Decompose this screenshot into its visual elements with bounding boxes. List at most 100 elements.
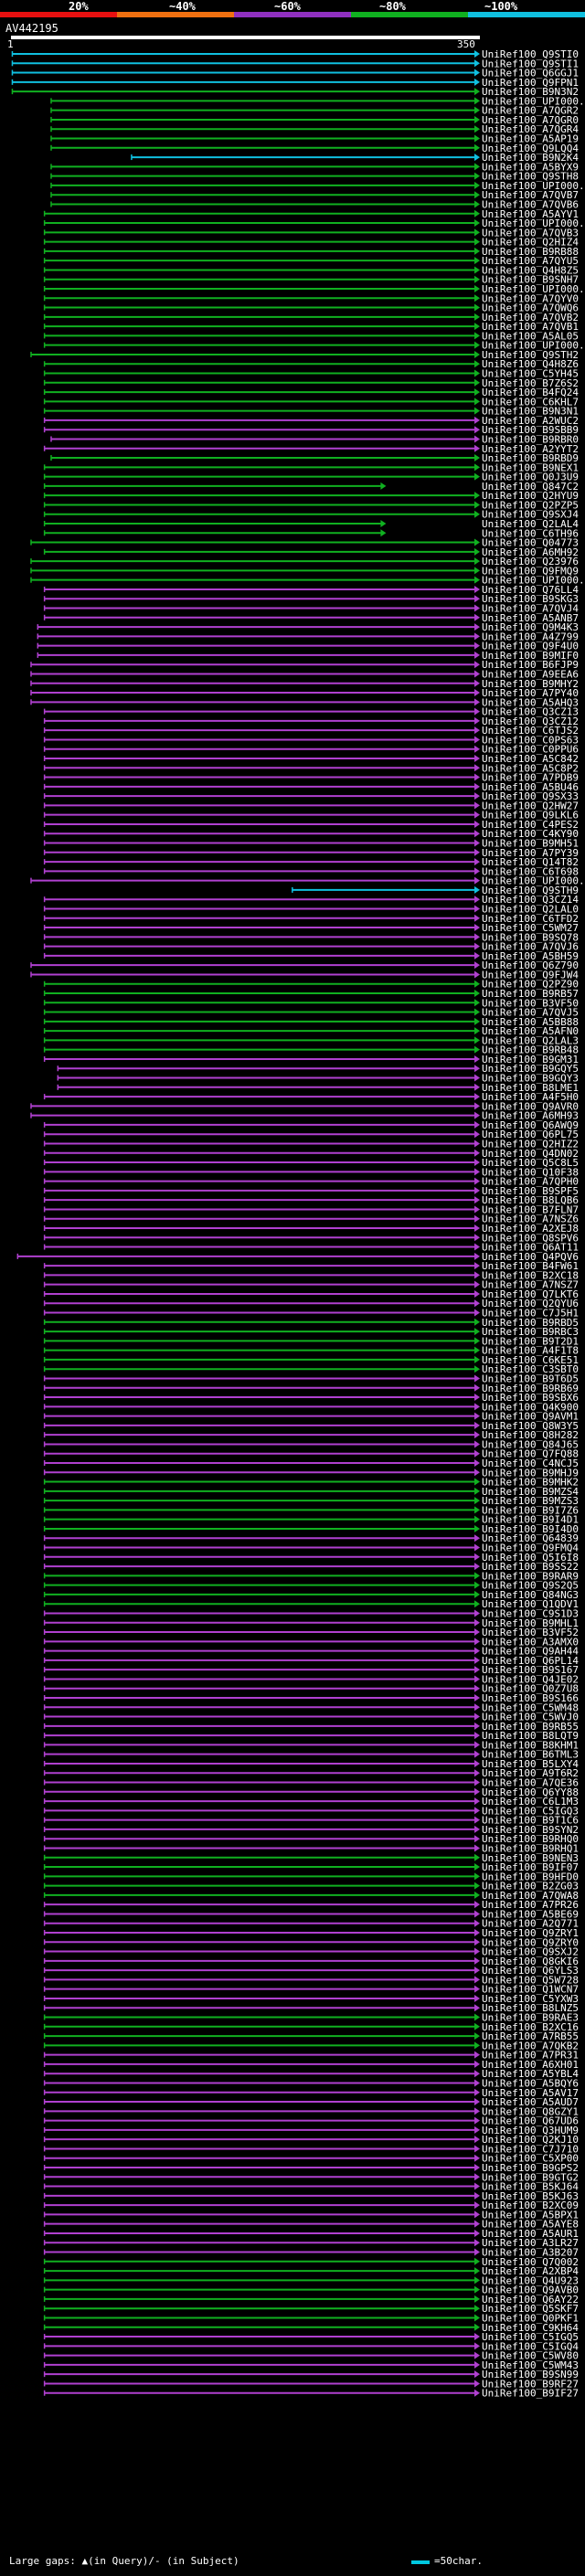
hit-label: UniRef100_Q6Z790 (482, 959, 579, 971)
hit-row: UniRef100_Q9AVM1 (43, 1411, 579, 1423)
hit-row: UniRef100_Q84NG3 (43, 1589, 579, 1601)
hit-end-arrow (474, 604, 480, 612)
hit-row: UniRef100_C9S1D3 (43, 1607, 579, 1619)
hit-label: UniRef100_C6TH96 (482, 527, 579, 539)
hit-row: UniRef100_B9N3N2 (11, 86, 579, 98)
hit-row: UniRef100_Q8GZY1 (43, 2105, 579, 2117)
hit-row: UniRef100_Q9FMQ4 (43, 1542, 579, 1554)
hit-end-arrow (474, 2239, 480, 2247)
hit-end-arrow (474, 2285, 480, 2294)
hit-label: UniRef100_Q8GKI6 (482, 1956, 579, 1967)
hit-row: UniRef100_A5BU46 (43, 781, 579, 793)
hit-row: UniRef100_B9GM31 (43, 1054, 579, 1065)
hit-row: UniRef100_A5AL05 (43, 330, 579, 342)
hit-row: UniRef100_B9RBD5 (43, 1317, 579, 1329)
hit-label: UniRef100_A7QWQ6 (482, 302, 579, 314)
hit-end-arrow (474, 209, 480, 217)
hit-label: UniRef100_B9NEX1 (482, 461, 579, 473)
hit-end-arrow (474, 1318, 480, 1326)
hit-label: UniRef100_Q9FJW4 (482, 969, 579, 981)
hit-label: UniRef100_B4FW61 (482, 1260, 579, 1272)
hit-end-arrow (474, 641, 480, 650)
hit-end-arrow (474, 106, 480, 114)
hit-label: UniRef100_B9GPS2 (482, 2162, 579, 2174)
hit-label: UniRef100_C4KY90 (482, 828, 579, 840)
hit-label: UniRef100_B2XC16 (482, 2021, 579, 2033)
hit-row: UniRef100_C5YXW3 (43, 1993, 579, 2005)
hit-end-arrow (474, 1816, 480, 1824)
hit-end-arrow (474, 1638, 480, 1646)
hit-end-arrow (474, 1543, 480, 1552)
hit-row: UniRef100_Q6PL14 (43, 1655, 579, 1667)
hit-row: UniRef100_C7J710 (43, 2143, 579, 2155)
hit-label: UniRef100_B8LQT9 (482, 1730, 579, 1742)
hit-end-arrow (474, 547, 480, 556)
hit-label: UniRef100_B2XC18 (482, 1269, 579, 1281)
hit-label: UniRef100_A5AFN0 (482, 1025, 579, 1037)
hit-row: UniRef100_C0PS63 (43, 734, 579, 746)
hit-row: UniRef100_Q9SXJ2 (43, 1946, 579, 1958)
hit-label: UniRef100_A7QVJ5 (482, 1007, 579, 1019)
hit-label: UniRef100_A7QVB7 (482, 189, 579, 201)
hit-row: UniRef100_Q2PZ90 (43, 979, 579, 991)
hit-label: UniRef100_A7NSZ7 (482, 1279, 579, 1291)
hit-end-arrow (474, 1609, 480, 1617)
hit-label: UniRef100_A7QE36 (482, 1777, 579, 1789)
hit-end-arrow (474, 369, 480, 377)
hit-label: UniRef100_Q2HIZ2 (482, 1138, 579, 1150)
hit-end-arrow (474, 1271, 480, 1279)
hit-row: UniRef100_UPI000... (43, 340, 585, 352)
hit-end-arrow (474, 1140, 480, 1148)
hit-row: UniRef100_B2XC18 (43, 1269, 579, 1281)
alignment-plot: UniRef100_Q9STI0UniRef100_Q9STI1UniRef10… (11, 50, 585, 2400)
hit-label: UniRef100_Q3CZ14 (482, 894, 579, 906)
hit-end-arrow (474, 388, 480, 397)
hit-row: UniRef100_Q4H8Z5 (43, 264, 579, 276)
hit-label: UniRef100_A7QPH0 (482, 1176, 579, 1188)
hit-end-arrow (474, 839, 480, 847)
hit-end-arrow (474, 444, 480, 452)
hit-row: UniRef100_B9GQY5 (57, 1063, 579, 1075)
hit-row: UniRef100_B2ZG03 (43, 1881, 579, 1892)
hit-end-arrow (474, 661, 480, 669)
hit-end-arrow (474, 1872, 480, 1881)
hit-row: UniRef100_Q84J65 (43, 1438, 579, 1450)
hit-label: UniRef100_UPI000... (482, 575, 585, 587)
hit-label: UniRef100_B9MHJ9 (482, 1467, 579, 1479)
hit-label: UniRef100_A5C8P2 (482, 762, 579, 774)
hit-row: UniRef100_A7PR26 (43, 1899, 579, 1911)
hit-row: UniRef100_B9T6D5 (43, 1373, 579, 1384)
hit-label: UniRef100_UPI000... (482, 180, 585, 192)
hit-end-arrow (474, 1468, 480, 1477)
hit-row: UniRef100_C5IGQ3 (43, 1805, 579, 1817)
hit-end-arrow (474, 2098, 480, 2106)
hit-label: UniRef100_C5IGQ4 (482, 2340, 579, 2352)
hit-row: UniRef100_Q7LKT6 (43, 1288, 579, 1300)
hit-end-arrow (474, 1497, 480, 1505)
hit-label: UniRef100_Q2KJ10 (482, 2134, 579, 2146)
hit-end-arrow (474, 848, 480, 856)
hit-row: UniRef100_A3AMX0 (43, 1636, 579, 1648)
hit-end-arrow (474, 1299, 480, 1308)
hit-end-arrow (474, 134, 480, 143)
hit-end-arrow (474, 773, 480, 781)
hit-end-arrow (474, 115, 480, 123)
hit-label: UniRef100_C7J5H1 (482, 1308, 579, 1320)
hit-row: UniRef100_B5KJ63 (43, 2190, 579, 2202)
hit-end-arrow (474, 69, 480, 77)
hit-row: UniRef100_Q5I6I8 (43, 1552, 579, 1564)
hit-label: UniRef100_A5YBL4 (482, 2068, 579, 2080)
hit-row: UniRef100_A7QKB2 (43, 2040, 579, 2051)
hit-end-arrow (474, 1712, 480, 1721)
hit-end-arrow (474, 1412, 480, 1420)
hit-label: UniRef100_Q6YY88 (482, 1786, 579, 1798)
hit-row: UniRef100_B9SNH7 (43, 274, 579, 286)
hit-end-arrow (474, 613, 480, 621)
hit-label: UniRef100_B9GM31 (482, 1054, 579, 1065)
hit-end-arrow (474, 2136, 480, 2144)
hit-label: UniRef100_B9RB69 (482, 1383, 579, 1394)
hit-row: UniRef100_A7NSZ6 (43, 1214, 579, 1225)
legend-segment (351, 12, 468, 17)
hit-label: UniRef100_Q7LKT6 (482, 1288, 579, 1300)
hit-row: UniRef100_Q3CZ14 (43, 894, 579, 906)
